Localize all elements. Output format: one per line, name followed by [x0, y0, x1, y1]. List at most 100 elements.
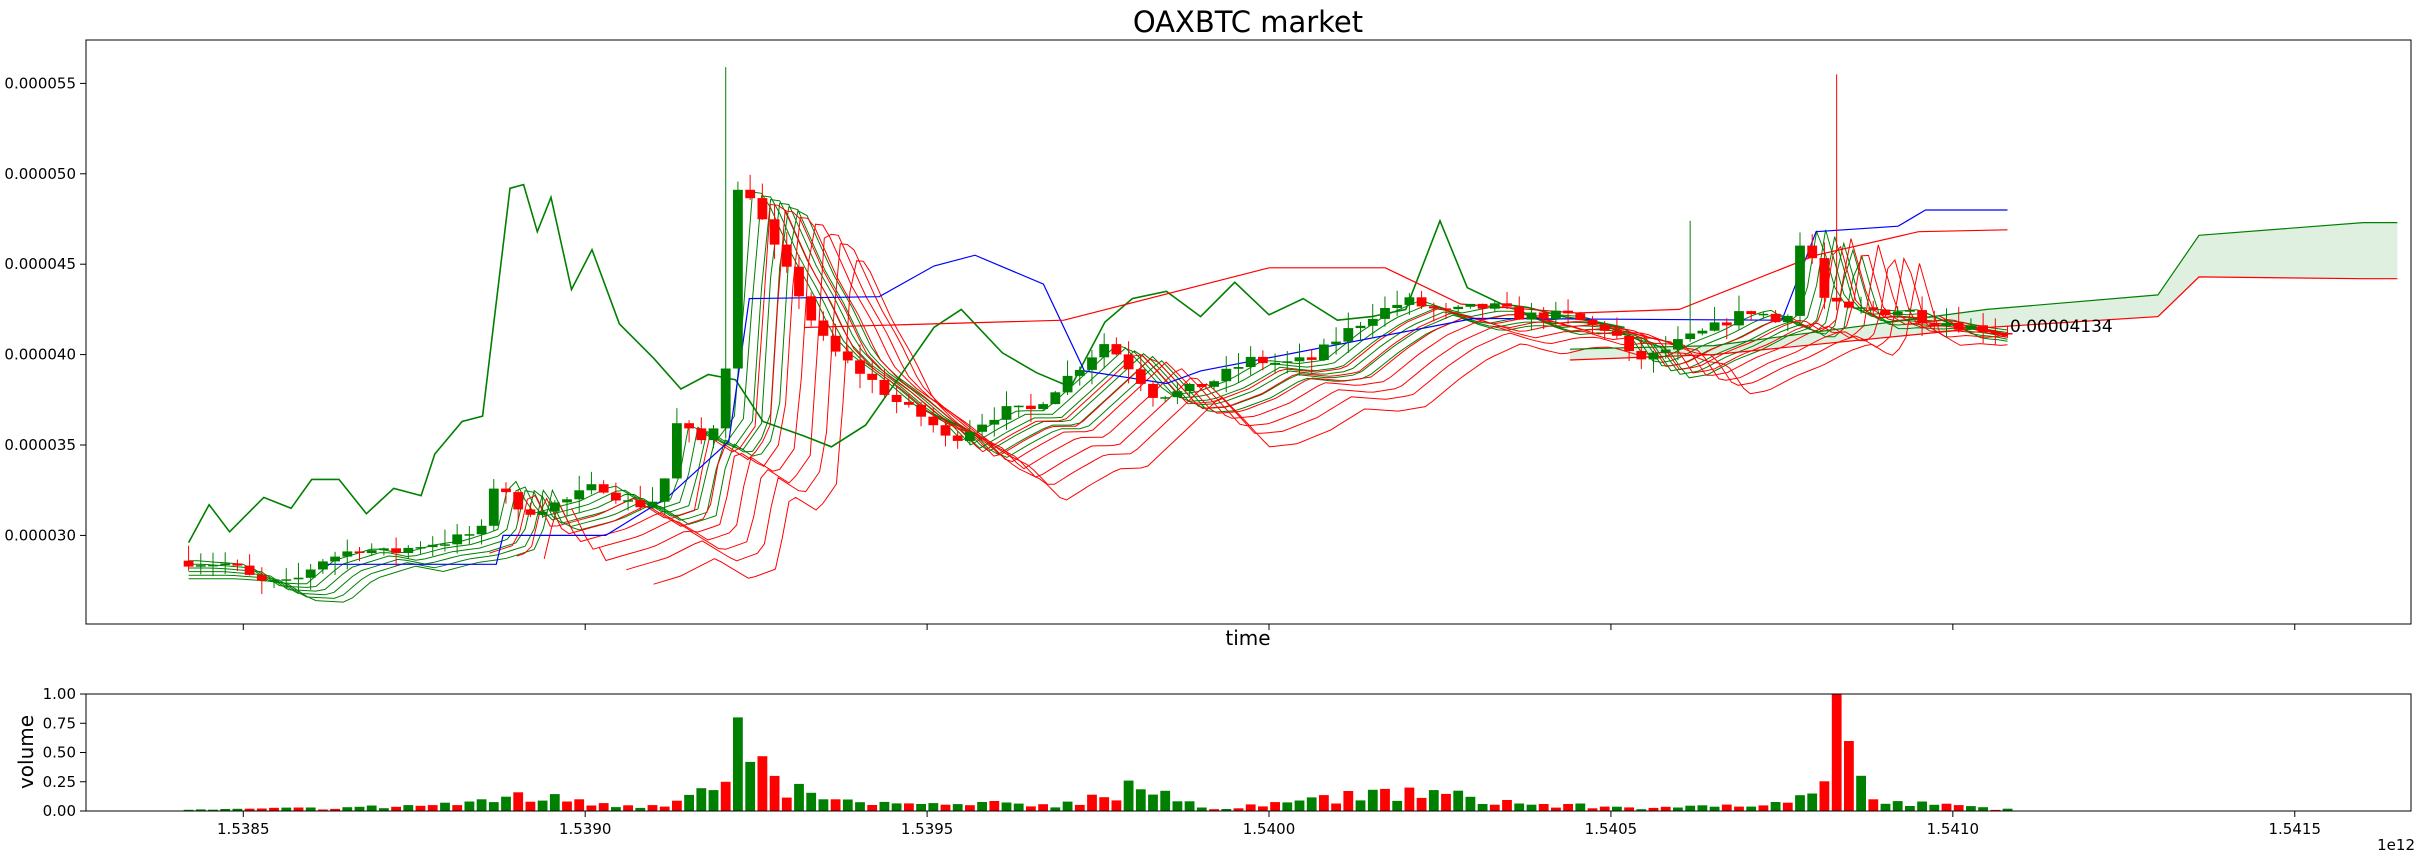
volume-bar — [1489, 804, 1500, 811]
candle-body — [1465, 303, 1476, 307]
candle-body — [1111, 344, 1122, 355]
x-tick-label: 1.5415 — [2269, 820, 2322, 838]
candle-body — [318, 561, 328, 570]
candle-body — [1258, 356, 1268, 364]
volume-bar — [574, 799, 585, 811]
volume-bar — [1196, 807, 1207, 811]
volume-bar — [488, 802, 499, 811]
candle-body — [1184, 384, 1195, 392]
volume-bar — [1367, 789, 1378, 811]
volume-y-tick-label: 0.00 — [43, 802, 76, 820]
candle-body — [1196, 384, 1207, 387]
candle-body — [818, 320, 829, 336]
y-tick-label: 0.000050 — [4, 165, 76, 183]
volume-bar — [1880, 803, 1891, 811]
last-price-label: 0.00004134 — [2010, 317, 2113, 337]
volume-bars — [183, 694, 2013, 812]
price-plot-frame — [85, 39, 2412, 625]
volume-bar — [1844, 741, 1854, 811]
x-axis-label: time — [1225, 626, 1270, 650]
volume-bar — [1233, 808, 1244, 811]
candle-body — [1294, 357, 1305, 362]
candle-body — [464, 534, 475, 536]
candle-body — [1551, 310, 1561, 319]
volume-bar — [1331, 803, 1341, 811]
volume-bar — [452, 805, 463, 811]
candle-body — [525, 509, 536, 515]
candle-body — [1221, 368, 1232, 382]
indicator-lines — [187, 183, 2398, 603]
volume-bar — [330, 808, 340, 811]
candle-body — [879, 379, 890, 395]
volume-bar — [1685, 805, 1696, 811]
green-ma-line — [188, 195, 2008, 588]
candle-body — [659, 478, 670, 502]
candle-body — [305, 569, 316, 578]
candle-body — [220, 563, 231, 565]
candle-body — [195, 565, 206, 567]
volume-bar — [1099, 797, 1110, 811]
candle-body — [1782, 315, 1793, 323]
volume-bar — [867, 805, 878, 811]
volume-bar — [220, 809, 231, 811]
candle-body — [562, 499, 572, 503]
x-tick-label: 1.5385 — [217, 820, 270, 838]
candle-body — [1416, 297, 1427, 307]
series-indicator-line — [187, 183, 1625, 543]
candle-body — [1172, 391, 1183, 398]
volume-bar — [1319, 795, 1329, 811]
candle-body — [733, 189, 743, 369]
candle-body — [293, 577, 304, 580]
volume-bar — [1709, 806, 1720, 811]
volume-bar — [476, 799, 487, 811]
volume-bar — [672, 800, 682, 811]
candle-body — [586, 484, 597, 491]
candle-body — [379, 548, 389, 551]
volume-bar — [1966, 806, 1976, 811]
volume-bar — [1856, 775, 1866, 811]
candle-body — [232, 563, 243, 566]
candle-body — [1844, 301, 1854, 308]
candle-body — [842, 351, 853, 361]
volume-bar — [464, 801, 475, 811]
candle-body — [696, 428, 707, 441]
volume-bar — [549, 794, 560, 811]
candle-body — [256, 574, 267, 581]
series-cloud-upper-line — [1569, 222, 2398, 350]
candle-body — [916, 404, 926, 417]
candle-body — [403, 547, 414, 553]
volume-bar — [1050, 807, 1061, 811]
volume-bar — [855, 802, 865, 811]
candle-body — [1209, 381, 1219, 387]
candle-body — [1721, 322, 1732, 326]
volume-bar — [769, 775, 780, 811]
candle-body — [1612, 330, 1622, 336]
volume-bar — [403, 805, 414, 811]
candle-body — [1355, 325, 1366, 329]
candle-body — [647, 501, 658, 508]
candle-body — [891, 394, 902, 402]
candle-body — [1599, 324, 1610, 331]
red-ma-line — [571, 223, 2008, 550]
volume-bar — [256, 808, 267, 811]
candle-body — [806, 296, 817, 321]
candle-body — [1770, 313, 1781, 323]
volume-bar — [1038, 804, 1048, 811]
chart-title: OAXBTC market — [1133, 5, 1363, 39]
candle-body — [781, 244, 792, 267]
ichimoku-cloud — [1569, 222, 2398, 360]
candle-body — [904, 402, 914, 405]
candle-body — [940, 425, 951, 436]
volume-bar — [708, 790, 719, 811]
candle-body — [1966, 325, 1976, 330]
candle-body — [1941, 323, 1952, 326]
volume-bar — [1795, 795, 1805, 811]
candle-body — [1343, 328, 1354, 342]
red-ma-line — [626, 243, 2008, 571]
candle-body — [635, 500, 646, 508]
volume-bar — [1380, 788, 1390, 811]
candle-body — [1929, 323, 1940, 326]
y-tick-label: 0.000045 — [4, 255, 76, 273]
candle-body — [1538, 312, 1549, 319]
